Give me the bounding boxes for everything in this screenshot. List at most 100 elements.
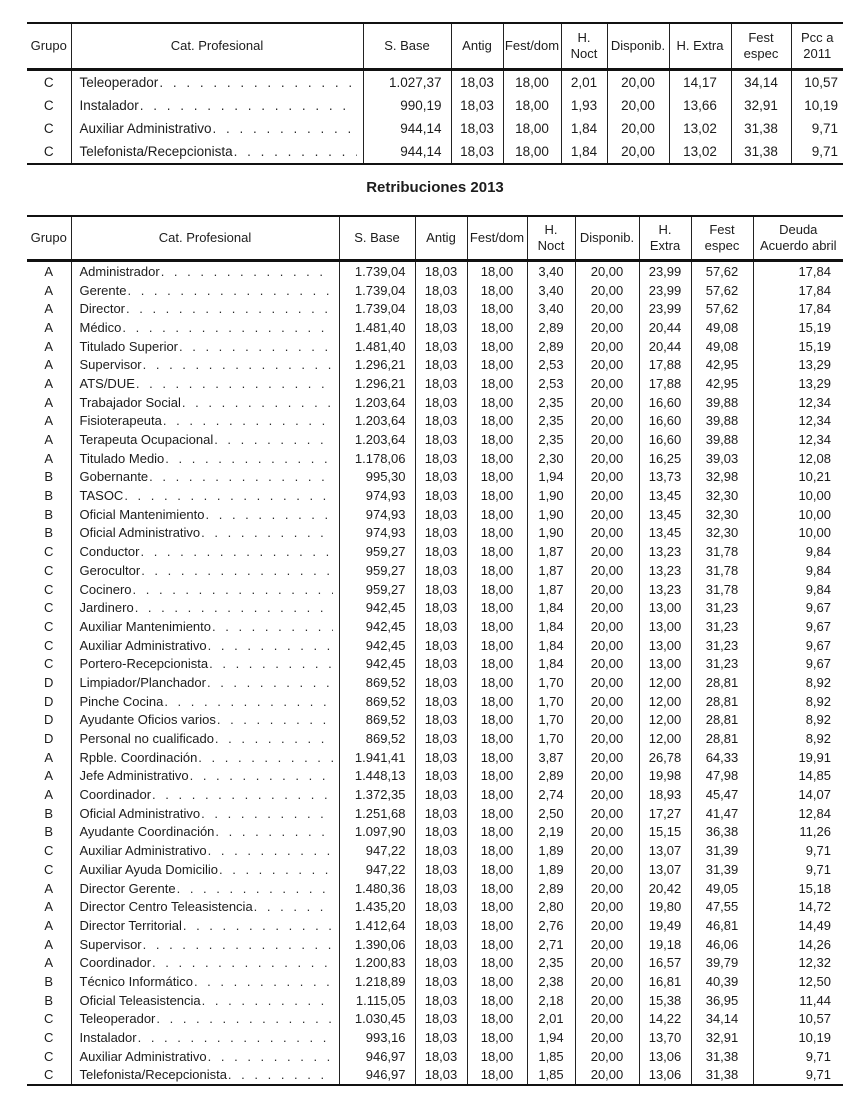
table-row: A Supervisor 1.390,0618,0318,002,7120,0019… [27, 934, 843, 954]
value-cell: 13,45 [638, 523, 691, 543]
category-name: Cocinero [79, 581, 132, 597]
value-cell: 959,27 [338, 542, 415, 561]
value-cell: 12,00 [638, 673, 691, 692]
table-row: B Oficial Administrativo 1.251,6818,0318,0… [27, 803, 843, 823]
value-cell: 18,03 [414, 654, 467, 674]
value-cell: 18,03 [414, 355, 467, 375]
column-header: Disponib. [574, 216, 639, 262]
grupo-cell: C [44, 1048, 54, 1064]
value-cell: 18,03 [414, 448, 467, 468]
category-name: Gerocultor [79, 562, 141, 578]
value-cell: 1.448,13 [338, 766, 415, 786]
value-cell: 28,81 [690, 710, 753, 730]
value-cell: 18,03 [450, 117, 503, 140]
value-cell: 14,22 [638, 1009, 691, 1029]
value-cell: 20,00 [606, 94, 669, 117]
category-name: Jefe Administrativo [79, 768, 189, 784]
value-cell: 2,35 [526, 953, 575, 973]
table-row: B TASOC 974,9318,0318,001,9020,0013,4532,3… [27, 486, 843, 505]
value-cell: 869,52 [338, 691, 415, 711]
value-cell: 1.296,21 [338, 355, 415, 375]
value-cell: 10,00 [752, 504, 843, 524]
value-cell: 18,00 [466, 747, 527, 767]
grupo-cell: C [44, 1067, 54, 1083]
value-cell: 1,85 [526, 1065, 575, 1086]
value-cell: 15,38 [638, 990, 691, 1010]
value-cell: 3,40 [526, 260, 575, 281]
column-header: S. Base [338, 216, 415, 262]
category-name: Teleoperador [79, 1011, 156, 1027]
value-cell: 16,25 [638, 448, 691, 468]
value-cell: 947,22 [338, 860, 415, 879]
value-cell: 9,84 [752, 561, 843, 580]
value-cell: 20,00 [574, 1009, 639, 1029]
value-cell: 18,00 [502, 94, 561, 117]
category-name: Teleoperador [79, 75, 159, 90]
value-cell: 18,00 [466, 486, 527, 505]
grupo-cell: B [44, 525, 54, 541]
value-cell: 18,00 [466, 355, 527, 375]
value-cell: 18,03 [414, 598, 467, 618]
category-name: Pinche Cocina [79, 693, 164, 709]
value-cell: 1.218,89 [338, 972, 415, 991]
value-cell: 18,03 [414, 822, 467, 842]
value-cell: 18,03 [414, 953, 467, 973]
value-cell: 20,00 [574, 1028, 639, 1047]
value-cell: 1,70 [526, 729, 575, 748]
value-cell: 2,35 [526, 430, 575, 449]
value-cell: 18,00 [466, 766, 527, 786]
value-cell: 20,00 [574, 803, 639, 823]
value-cell: 2,74 [526, 785, 575, 804]
category-name: Coordinador [79, 787, 152, 803]
category-cell: Director [70, 299, 339, 319]
category-cell: Auxiliar Administrativo [70, 635, 339, 655]
value-cell: 40,39 [690, 972, 753, 991]
grupo-cell: B [44, 506, 54, 522]
grupo-cell: D [44, 693, 54, 709]
value-cell: 1,89 [526, 860, 575, 879]
value-cell: 18,00 [466, 542, 527, 561]
value-cell: 32,30 [690, 486, 753, 505]
category-name: Titulado Superior [79, 338, 179, 354]
dot-leader [208, 1049, 333, 1064]
value-cell: 17,84 [752, 260, 843, 281]
table-row: D Personal no cualificado 869,5218,0318,00… [27, 729, 843, 748]
column-header: Disponib. [606, 23, 669, 71]
category-name: Auxiliar Administrativo [79, 1048, 207, 1064]
value-cell: 20,00 [574, 673, 639, 692]
dot-leader [194, 974, 333, 989]
grupo-cell: C [44, 637, 54, 653]
dot-leader [198, 750, 332, 765]
value-cell: 18,03 [414, 934, 467, 954]
value-cell: 12,00 [638, 691, 691, 711]
table-row: C Telefonista/Recepcionista 944,1418,0318,… [27, 140, 843, 164]
value-cell: 12,50 [752, 972, 843, 991]
value-cell: 46,06 [690, 934, 753, 954]
value-cell: 20,00 [574, 617, 639, 636]
value-cell: 993,16 [338, 1028, 415, 1047]
value-cell: 18,03 [450, 94, 503, 117]
grupo-cell: C [44, 843, 54, 859]
value-cell: 13,73 [638, 467, 691, 487]
category-cell: Ayudante Oficios varios [70, 710, 339, 730]
value-cell: 1,70 [526, 710, 575, 730]
dot-leader [202, 993, 333, 1008]
category-name: Ayudante Oficios varios [79, 712, 216, 728]
value-cell: 18,00 [466, 803, 527, 823]
value-cell: 18,00 [466, 374, 527, 393]
value-cell: 13,29 [752, 374, 843, 393]
dot-leader [179, 339, 332, 354]
category-cell: Director Territorial [70, 916, 339, 935]
category-cell: Personal no cualificado [70, 729, 339, 748]
table-row: C Auxiliar Administrativo 944,1418,0318,00… [27, 117, 843, 140]
dot-leader [140, 98, 357, 113]
category-name: Limpiador/Planchador [79, 674, 206, 690]
value-cell: 1,94 [526, 467, 575, 487]
category-cell: Telefonista/Recepcionista [70, 1065, 339, 1086]
table-row: A Rpble. Coordinación 1.941,4118,0318,003,… [27, 747, 843, 767]
category-name: Coordinador [79, 955, 152, 971]
category-name: Auxiliar Mantenimiento [79, 618, 212, 634]
value-cell: 13,07 [638, 841, 691, 860]
column-header: Pcc a 2011 [790, 23, 843, 71]
